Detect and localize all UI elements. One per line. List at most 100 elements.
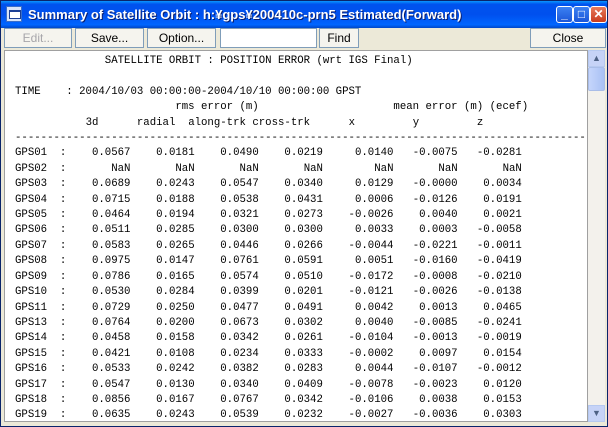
table-cell: 0.0583 bbox=[91, 239, 131, 252]
table-cell: 0.0574 bbox=[220, 270, 259, 283]
column-header-y: y bbox=[412, 116, 420, 129]
table-cell: 0.0786 bbox=[91, 270, 131, 283]
time-label: TIME bbox=[15, 85, 41, 98]
table-cell: 0.0040 bbox=[354, 316, 394, 329]
table-cell: 0.0097 bbox=[419, 347, 458, 360]
table-cell: 0.0567 bbox=[91, 147, 131, 160]
table-cell: 0.0266 bbox=[284, 239, 323, 252]
report-text-area[interactable]: SATELLITE ORBIT : POSITION ERROR (wrt IG… bbox=[4, 50, 588, 422]
report-header: SATELLITE ORBIT : POSITION ERROR (wrt IG… bbox=[104, 55, 413, 67]
table-cell: 0.0153 bbox=[483, 393, 522, 406]
table-cell: 0.0382 bbox=[220, 363, 259, 376]
table-cell: 0.0300 bbox=[220, 224, 259, 237]
edit-button[interactable]: Edit... bbox=[4, 28, 72, 48]
table-cell: NaN bbox=[502, 162, 522, 175]
table-cell: 0.0673 bbox=[220, 316, 259, 329]
table-cell: -0.0036 bbox=[412, 409, 458, 422]
table-row: GPS10 : 0.0530 0.0284 0.0399 0.0201 -0.0… bbox=[15, 286, 522, 299]
table-cell: 0.0533 bbox=[91, 363, 131, 376]
app-window-icon bbox=[6, 6, 22, 22]
close-button[interactable]: Close bbox=[530, 28, 606, 48]
table-cell: 0.0234 bbox=[220, 347, 259, 360]
satellite-id: GPS03 bbox=[15, 178, 48, 191]
table-cell: 0.0539 bbox=[220, 409, 259, 422]
time-value: 2004/10/03 00:00:00-2004/10/10 00:00:00 … bbox=[79, 85, 362, 98]
option-button[interactable]: Option... bbox=[147, 28, 216, 48]
table-cell: 0.0140 bbox=[354, 147, 394, 160]
table-cell: NaN bbox=[175, 162, 195, 175]
table-cell: 0.0399 bbox=[220, 286, 259, 299]
table-row: GPS19 : 0.0635 0.0243 0.0539 0.0232 -0.0… bbox=[15, 409, 522, 422]
satellite-id: GPS13 bbox=[15, 316, 48, 329]
minimize-button[interactable]: _ bbox=[556, 6, 573, 23]
table-cell: 0.0232 bbox=[284, 409, 323, 422]
vertical-scrollbar[interactable]: ▲ ▼ bbox=[588, 50, 605, 422]
table-cell: 0.0477 bbox=[220, 301, 259, 314]
table-cell: -0.0138 bbox=[476, 286, 522, 299]
satellite-id: GPS04 bbox=[15, 193, 48, 206]
table-cell: -0.0002 bbox=[348, 347, 394, 360]
table-cell: 0.0120 bbox=[483, 378, 522, 391]
table-cell: -0.0078 bbox=[348, 378, 394, 391]
table-cell: 0.0547 bbox=[220, 178, 259, 191]
table-cell: 0.0340 bbox=[284, 178, 323, 191]
table-cell: 0.0158 bbox=[156, 332, 195, 345]
table-cell: -0.0172 bbox=[348, 270, 394, 283]
table-row: GPS16 : 0.0533 0.0242 0.0382 0.0283 0.00… bbox=[15, 363, 522, 376]
satellite-id: GPS06 bbox=[15, 224, 48, 237]
table-cell: 0.0761 bbox=[220, 255, 259, 268]
title-bar[interactable]: Summary of Satellite Orbit : h:¥gps¥2004… bbox=[1, 1, 607, 28]
table-cell: 0.0201 bbox=[284, 286, 323, 299]
scroll-up-icon[interactable]: ▲ bbox=[588, 50, 605, 67]
separator-line: ----------------------------------------… bbox=[15, 132, 586, 145]
table-row: GPS09 : 0.0786 0.0165 0.0574 0.0510 -0.0… bbox=[15, 270, 522, 283]
save-button[interactable]: Save... bbox=[75, 28, 144, 48]
table-cell: 0.0284 bbox=[156, 286, 195, 299]
table-cell: 0.0511 bbox=[91, 224, 131, 237]
table-row: GPS03 : 0.0689 0.0243 0.0547 0.0340 0.01… bbox=[15, 178, 522, 191]
table-cell: 0.0464 bbox=[91, 209, 131, 222]
satellite-id: GPS10 bbox=[15, 286, 48, 299]
table-cell: -0.0221 bbox=[412, 239, 458, 252]
find-input[interactable] bbox=[220, 28, 317, 48]
table-cell: 0.0285 bbox=[156, 224, 195, 237]
table-cell: 0.0040 bbox=[419, 209, 458, 222]
column-header-3d: 3d bbox=[85, 116, 99, 129]
table-cell: 0.0342 bbox=[284, 393, 323, 406]
table-cell: 0.0300 bbox=[284, 224, 323, 237]
table-cell: NaN bbox=[111, 162, 131, 175]
table-cell: 0.0188 bbox=[156, 193, 195, 206]
table-cell: 0.0302 bbox=[284, 316, 323, 329]
satellite-id: GPS16 bbox=[15, 363, 48, 376]
table-cell: -0.0281 bbox=[476, 147, 522, 160]
find-button[interactable]: Find bbox=[319, 28, 359, 48]
rms-group-label: rms error (m) bbox=[175, 101, 259, 114]
table-cell: 0.0409 bbox=[284, 378, 323, 391]
close-window-button[interactable]: ✕ bbox=[590, 6, 607, 23]
satellite-id: GPS07 bbox=[15, 239, 48, 252]
table-cell: 0.0510 bbox=[284, 270, 323, 283]
table-cell: 0.0042 bbox=[354, 301, 394, 314]
satellite-id: GPS05 bbox=[15, 209, 48, 222]
table-cell: 0.0283 bbox=[284, 363, 323, 376]
table-cell: 0.0154 bbox=[483, 347, 522, 360]
maximize-button[interactable]: □ bbox=[573, 6, 590, 23]
table-cell: -0.0008 bbox=[412, 270, 458, 283]
table-cell: 0.0130 bbox=[156, 378, 195, 391]
table-cell: -0.0121 bbox=[348, 286, 394, 299]
column-header-radial: radial bbox=[136, 116, 176, 129]
table-cell: 0.0006 bbox=[354, 193, 394, 206]
table-cell: 0.0975 bbox=[91, 255, 131, 268]
table-cell: 0.0530 bbox=[91, 286, 131, 299]
scroll-down-icon[interactable]: ▼ bbox=[588, 405, 605, 422]
scroll-thumb[interactable] bbox=[588, 67, 605, 91]
table-cell: 0.0856 bbox=[91, 393, 131, 406]
table-row: GPS06 : 0.0511 0.0285 0.0300 0.0300 0.00… bbox=[15, 224, 522, 237]
table-cell: -0.0026 bbox=[412, 286, 458, 299]
table-cell: 0.0021 bbox=[483, 209, 522, 222]
satellite-id: GPS09 bbox=[15, 270, 48, 283]
table-cell: 0.0200 bbox=[156, 316, 195, 329]
table-cell: 0.0635 bbox=[91, 409, 131, 422]
table-cell: -0.0026 bbox=[348, 209, 394, 222]
